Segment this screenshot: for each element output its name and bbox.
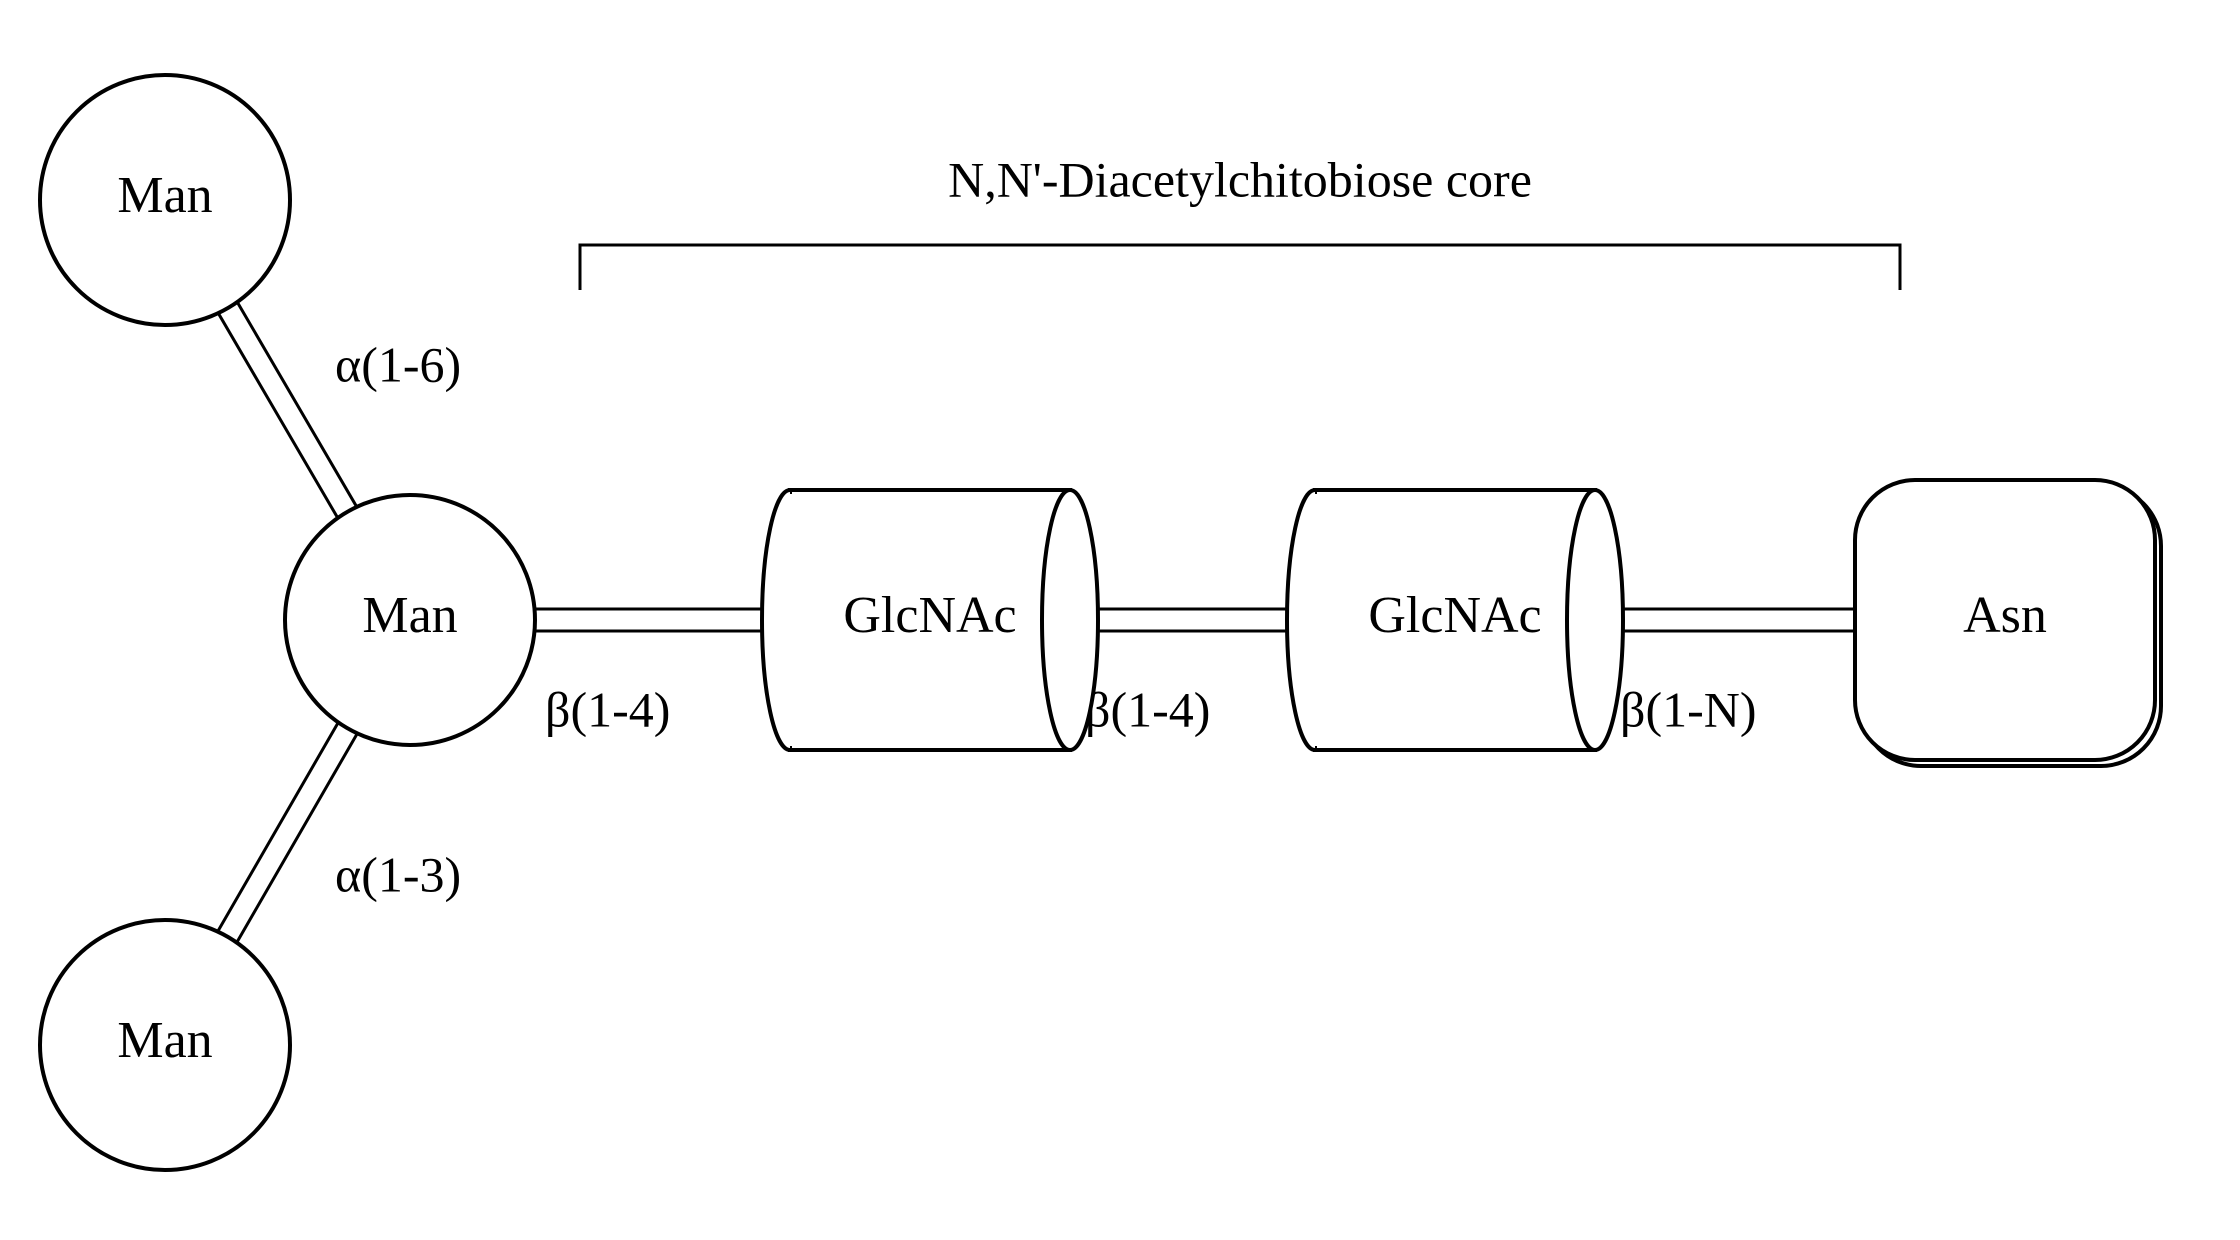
bond-label-man_top-man_center: α(1-6) [335,336,461,392]
node-label-man_bottom: Man [117,1012,212,1069]
bond-glcnac2-asn [1623,609,1855,631]
node-asn: Asn [1855,480,2161,766]
bond-man_center-glcnac1 [535,609,762,631]
node-label-glcnac2: GlcNAc [1368,587,1541,644]
bond-label-man_bottom-man_center: α(1-3) [335,846,461,902]
node-label-asn: Asn [1963,587,2047,644]
node-label-man_top: Man [117,167,212,224]
bond-label-man_center-glcnac1: β(1-4) [545,681,670,737]
node-label-glcnac1: GlcNAc [843,587,1016,644]
node-man_top: Man [40,75,290,325]
node-glcnac1: GlcNAc [762,490,1098,750]
node-man_bottom: Man [40,920,290,1170]
bond-label-glcnac1-glcnac2: β(1-4) [1085,681,1210,737]
bond-label-glcnac2-asn: β(1-N) [1620,681,1757,737]
node-label-man_center: Man [362,587,457,644]
bond-glcnac1-glcnac2 [1098,609,1287,631]
core-title: N,N'-Diacetylchitobiose core [948,151,1532,207]
node-man_center: Man [285,495,535,745]
node-glcnac2: GlcNAc [1287,490,1623,750]
